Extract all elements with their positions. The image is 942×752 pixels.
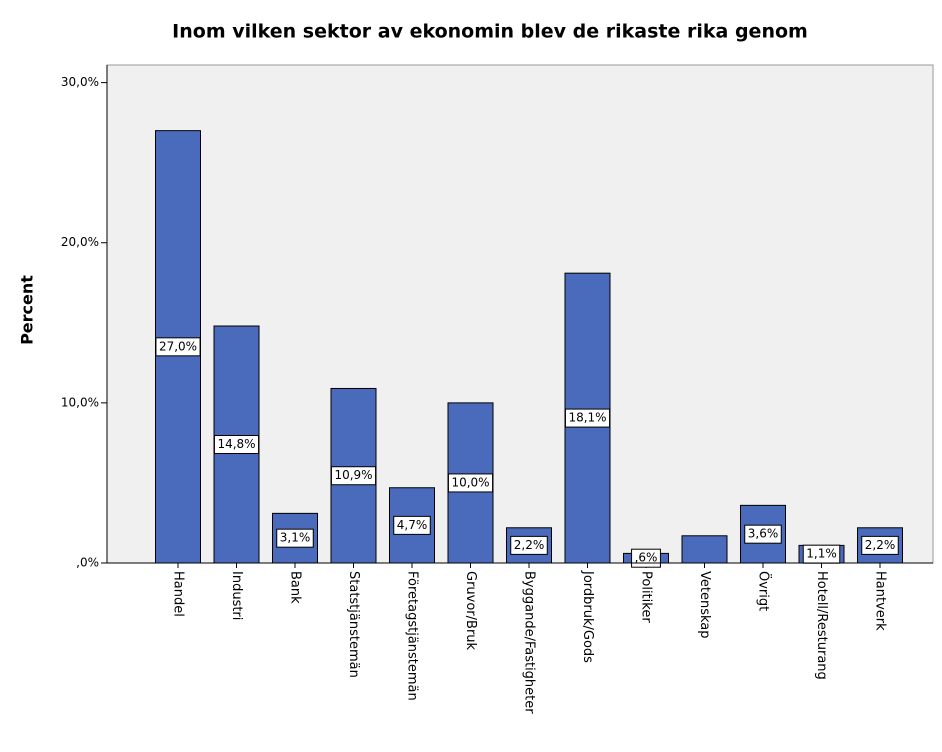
value-label-box: [276, 528, 314, 548]
x-tick-label: Statstjänstemän: [346, 571, 361, 678]
value-label: 10,0%: [451, 475, 489, 489]
x-tick-label: Gruvor/Bruk: [463, 571, 478, 651]
value-label: 2,2%: [865, 538, 896, 552]
value-label-box: [861, 535, 899, 555]
x-tick-label: Vetenskap: [697, 571, 712, 639]
x-tick-label: Övrigt: [756, 571, 773, 611]
value-label-box: [744, 524, 782, 544]
value-label: 14,8%: [217, 437, 255, 451]
y-tick-label: 20,0%: [61, 235, 99, 249]
value-label-box: [447, 473, 494, 493]
value-label: 2,2%: [514, 538, 545, 552]
value-label-box: [393, 515, 431, 535]
y-tick-label: 30,0%: [61, 75, 99, 89]
value-label-box: [155, 337, 201, 357]
value-label: 27,0%: [159, 339, 197, 353]
x-tick-label: Jordbruk/Gods: [580, 570, 595, 663]
x-tick-label: Hotell/Resturang: [814, 571, 829, 680]
value-label: 1,1%: [806, 547, 837, 561]
x-tick-label: Företagstjänstemän: [405, 571, 420, 701]
value-label: 10,9%: [334, 468, 372, 482]
value-label: 18,1%: [568, 411, 606, 425]
y-tick-label: 10,0%: [61, 395, 99, 409]
x-tick-label: Handel: [171, 571, 186, 617]
y-axis-label: Percent: [18, 275, 37, 345]
value-label-box: [213, 435, 260, 455]
x-tick-label: Bank: [288, 571, 303, 604]
value-label: ,6%: [635, 551, 658, 565]
x-tick-label: Industri: [229, 571, 244, 620]
value-label-box: [330, 466, 377, 486]
value-label-box: [564, 408, 611, 428]
bar: [681, 535, 728, 564]
value-label: 3,1%: [280, 531, 311, 545]
y-tick-label: ,0%: [76, 556, 99, 570]
value-label: 3,6%: [748, 527, 779, 541]
x-tick-label: Hantverk: [873, 571, 888, 631]
x-tick-label: Byggande/Fastigheter: [522, 571, 537, 714]
value-label-box: [510, 535, 548, 555]
x-tick-label: Politiker: [639, 571, 654, 623]
value-label: 4,7%: [397, 518, 428, 532]
chart-title: Inom vilken sektor av ekonomin blev de r…: [172, 21, 808, 43]
